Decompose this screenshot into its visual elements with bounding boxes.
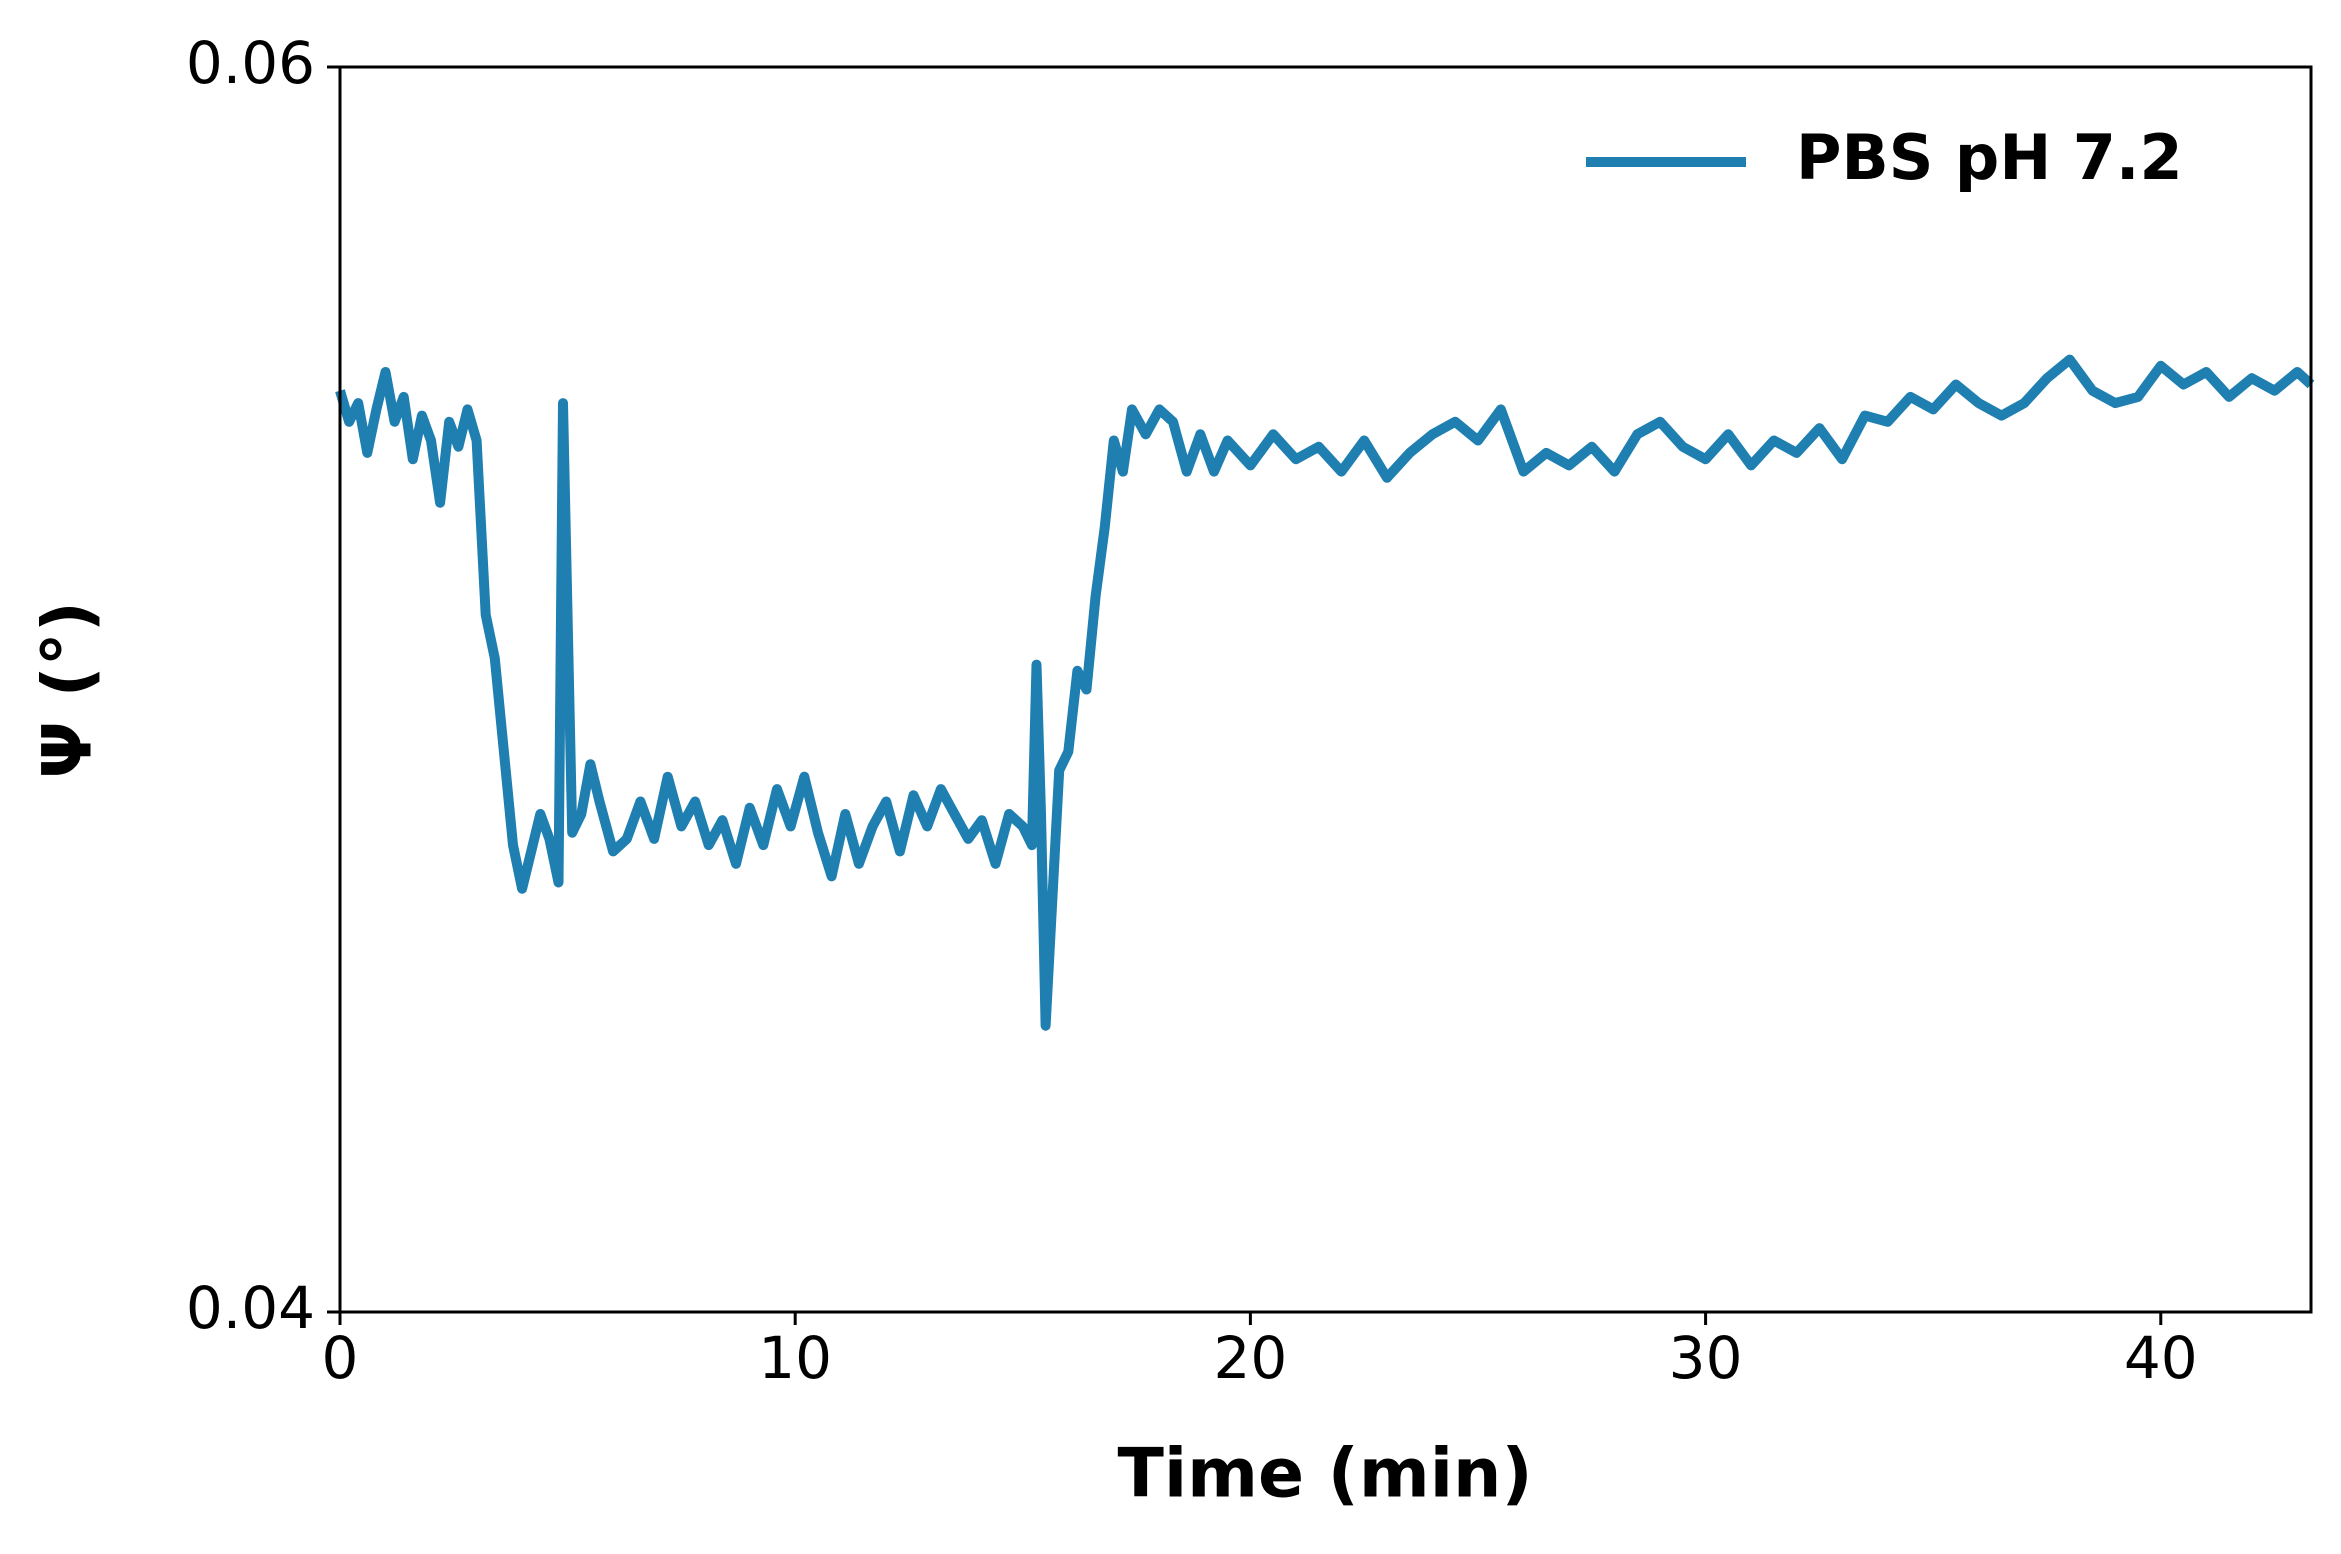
x-axis-label: Time (min) <box>1117 1435 1532 1514</box>
y-tick-label: 0.06 <box>186 29 315 97</box>
y-axis-label: Ψ (°) <box>29 601 108 779</box>
x-tick-label: 0 <box>322 1324 359 1392</box>
plot-frame <box>338 65 2313 1314</box>
x-tick-label: 20 <box>1213 1324 1287 1392</box>
legend-label: PBS pH 7.2 <box>1796 121 2183 194</box>
y-tick-label: 0.04 <box>186 1274 315 1342</box>
x-tick-label: 40 <box>2124 1324 2198 1392</box>
x-tick-label: 10 <box>758 1324 832 1392</box>
x-tick-label: 30 <box>1669 1324 1743 1392</box>
data-line <box>335 354 2315 1031</box>
